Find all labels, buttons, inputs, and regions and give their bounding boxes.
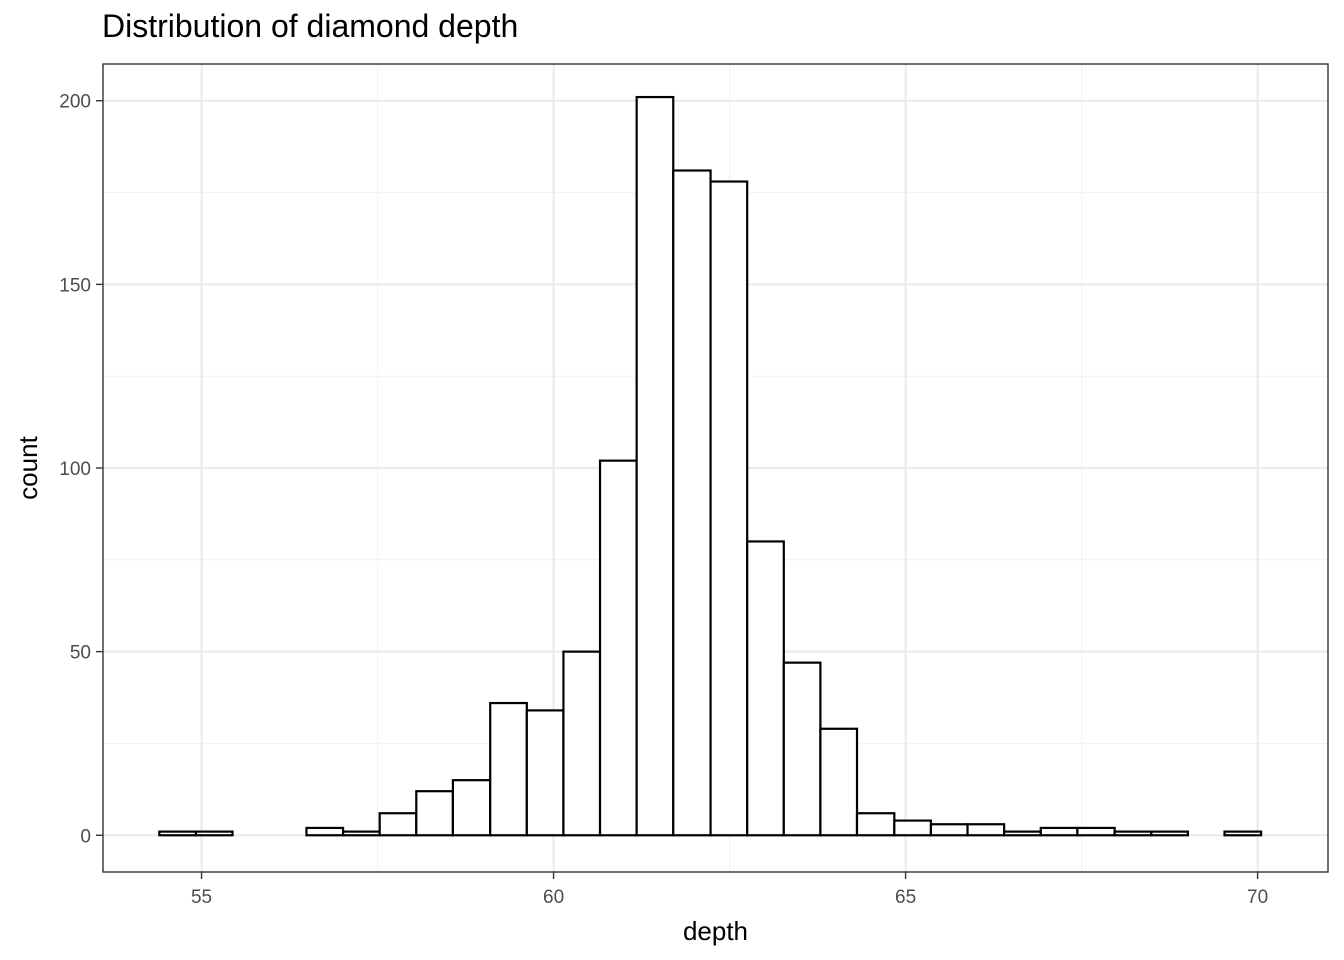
histogram-bar — [451, 779, 492, 837]
histogram-bar — [635, 95, 675, 837]
chart-title: Distribution of diamond depth — [102, 8, 519, 44]
histogram-bar — [489, 701, 528, 837]
y-tick-label: 0 — [80, 826, 91, 847]
histogram-bar — [305, 826, 345, 837]
histogram-bar — [1223, 830, 1263, 837]
y-tick-label: 50 — [70, 643, 91, 664]
y-tick-label: 100 — [59, 459, 91, 480]
histogram-bar — [341, 830, 381, 837]
histogram-bar — [158, 830, 198, 837]
histogram-bar — [1076, 826, 1116, 837]
histogram-bar — [1113, 830, 1153, 837]
histogram-bar — [562, 650, 602, 837]
y-axis: 0 50 100 150 200 — [59, 92, 103, 847]
histogram-bar — [1003, 830, 1042, 837]
histogram-bar — [1039, 826, 1079, 837]
histogram-bar — [855, 812, 896, 837]
histogram-bars — [158, 95, 1263, 837]
histogram-bar — [194, 830, 234, 837]
histogram-bar — [598, 459, 638, 837]
histogram-bar — [1150, 830, 1189, 837]
x-tick-label: 60 — [543, 887, 564, 908]
y-tick-label: 150 — [59, 275, 91, 296]
x-axis: 55 60 65 70 — [191, 872, 1268, 908]
histogram-bar — [929, 823, 969, 837]
histogram-bar — [746, 540, 785, 837]
histogram-bar — [893, 819, 933, 837]
histogram-bar — [709, 180, 749, 837]
histogram-bar — [819, 727, 859, 837]
histogram-bar — [672, 169, 712, 837]
x-tick-label: 55 — [191, 887, 212, 908]
histogram-bar — [966, 823, 1006, 837]
histogram-bar — [525, 709, 565, 837]
histogram-bar — [378, 812, 418, 837]
y-tick-label: 200 — [59, 92, 91, 113]
y-axis-title: count — [13, 435, 43, 499]
histogram-bar — [415, 790, 454, 837]
histogram-bar — [782, 661, 822, 837]
x-tick-label: 70 — [1247, 887, 1268, 908]
x-axis-title: depth — [683, 916, 748, 946]
x-tick-label: 65 — [895, 887, 916, 908]
